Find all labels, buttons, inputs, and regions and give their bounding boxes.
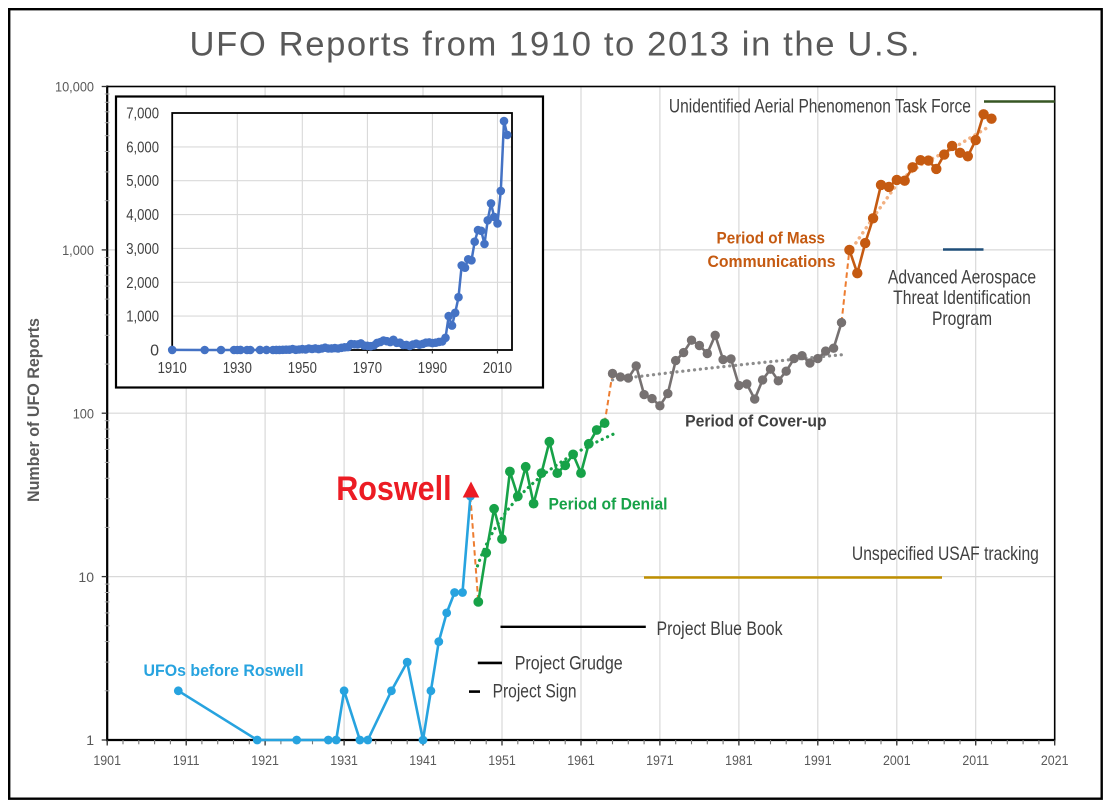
svg-text:1990: 1990	[418, 360, 447, 377]
svg-text:1950: 1950	[288, 360, 317, 377]
svg-text:1941: 1941	[409, 752, 437, 768]
svg-text:4,000: 4,000	[126, 207, 159, 224]
svg-text:Period of Mass: Period of Mass	[717, 229, 826, 248]
svg-text:Project Sign: Project Sign	[493, 682, 577, 703]
svg-text:7,000: 7,000	[126, 106, 159, 123]
svg-text:Communications: Communications	[708, 252, 836, 271]
svg-text:3,000: 3,000	[126, 241, 159, 258]
svg-text:1931: 1931	[330, 752, 358, 768]
svg-text:1911: 1911	[173, 752, 200, 768]
svg-text:Advanced Aerospace: Advanced Aerospace	[888, 267, 1036, 288]
svg-text:10: 10	[78, 569, 94, 585]
svg-text:2011: 2011	[962, 752, 989, 768]
svg-text:UFOs before Roswell: UFOs before Roswell	[144, 661, 304, 680]
svg-text:Program: Program	[932, 309, 992, 330]
svg-text:2,000: 2,000	[126, 275, 159, 292]
svg-text:Unspecified USAF tracking: Unspecified USAF tracking	[852, 544, 1039, 565]
svg-text:1971: 1971	[646, 752, 674, 768]
svg-text:1951: 1951	[488, 752, 516, 768]
svg-text:1901: 1901	[93, 752, 121, 768]
svg-text:Threat Identification: Threat Identification	[893, 288, 1031, 309]
svg-text:Period of Cover-up: Period of Cover-up	[685, 412, 827, 431]
svg-text:Project Grudge: Project Grudge	[515, 654, 623, 675]
svg-text:1930: 1930	[223, 360, 252, 377]
svg-text:Roswell: Roswell	[336, 470, 451, 508]
svg-text:Number of UFO Reports: Number of UFO Reports	[24, 318, 43, 502]
svg-text:1910: 1910	[158, 360, 187, 377]
svg-text:10,000: 10,000	[55, 79, 94, 95]
svg-text:1921: 1921	[251, 752, 279, 768]
svg-text:1,000: 1,000	[62, 242, 94, 258]
svg-text:6,000: 6,000	[126, 139, 159, 156]
svg-text:1,000: 1,000	[126, 309, 159, 326]
svg-text:1991: 1991	[804, 752, 832, 768]
svg-text:2021: 2021	[1041, 752, 1069, 768]
svg-text:100: 100	[73, 405, 94, 421]
svg-text:Unidentified Aerial Phenomenon: Unidentified Aerial Phenomenon Task Forc…	[669, 97, 971, 118]
svg-text:1961: 1961	[567, 752, 595, 768]
svg-text:0: 0	[150, 343, 159, 360]
svg-text:Period of Denial: Period of Denial	[549, 495, 668, 514]
svg-text:1: 1	[86, 732, 94, 748]
svg-text:UFO Reports from 1910 to 2013: UFO Reports from 1910 to 2013 in the U.S…	[190, 25, 920, 63]
svg-text:1981: 1981	[725, 752, 753, 768]
svg-text:2001: 2001	[883, 752, 911, 768]
svg-text:1970: 1970	[353, 360, 382, 377]
svg-text:Project Blue Book: Project Blue Book	[657, 619, 783, 640]
svg-text:2010: 2010	[483, 360, 512, 377]
svg-text:5,000: 5,000	[126, 173, 159, 190]
